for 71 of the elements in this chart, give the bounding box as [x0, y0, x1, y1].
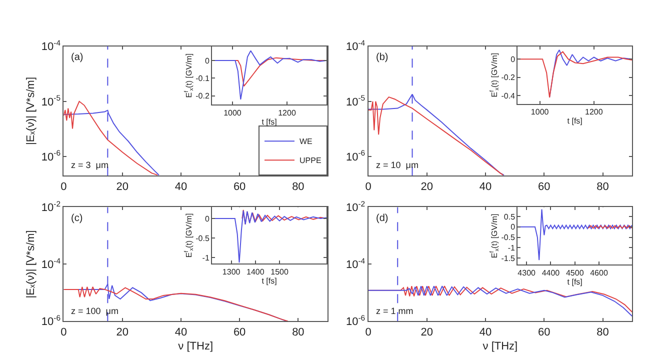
y-tick-label: -0.1 — [196, 74, 210, 83]
x-tick-label: 20 — [116, 180, 128, 193]
y-tick-label: 10$^{-4}$ — [346, 38, 366, 54]
y-tick-label: 10$^{-6}$ — [41, 313, 61, 328]
annotation: z = 10 μm — [376, 160, 418, 170]
y-tick-label: 0 — [204, 214, 210, 224]
y-tick-label: 0 — [510, 222, 516, 232]
y-tick-label: 10$^{-5}$ — [41, 94, 61, 108]
x-tick-label: 60 — [538, 326, 550, 338]
annotation: z = 3 μm — [71, 160, 108, 170]
legend-label: UPPE — [300, 156, 322, 166]
x-tick-label: 20 — [420, 180, 434, 193]
y-tick-label: -0.4 — [501, 91, 516, 100]
x-axis-title: t [fs] — [262, 276, 277, 286]
y-axis-title: |Eₓ(ν)| [V*s/m] — [25, 230, 38, 298]
x-tick-label: 1300 — [222, 267, 241, 276]
y-tick-label: 10$^{-6}$ — [41, 148, 61, 164]
x-tick-label: 80 — [596, 180, 609, 193]
x-tick-label: 1500 — [270, 267, 289, 276]
y-tick-label: -0.2 — [196, 92, 210, 101]
y-tick-label: 10$^{-5}$ — [346, 94, 366, 108]
x-tick-label: 80 — [292, 326, 304, 338]
y-tick-label: -0.5 — [501, 233, 516, 242]
x-axis-title: t [fs] — [262, 117, 277, 126]
x-tick-label: 80 — [596, 326, 609, 338]
x-tick-label: 4300 — [518, 268, 536, 278]
annotation: (b) — [376, 52, 388, 63]
x-tick-label: 1400 — [246, 267, 265, 276]
y-tick-label: 0 — [204, 56, 210, 66]
x-tick-label: 4600 — [590, 268, 608, 278]
y-tick-label: 10$^{-4}$ — [346, 256, 366, 272]
y-tick-label: -1 — [202, 253, 210, 262]
y-tick-label: -1 — [508, 243, 516, 252]
x-tick-label: 1000 — [530, 107, 550, 116]
x-tick-label: 60 — [233, 180, 246, 193]
y-tick-label: 10$^{-2}$ — [41, 199, 61, 214]
x-tick-label: 60 — [538, 180, 550, 193]
y-tick-label: 10$^{-4}$ — [41, 256, 62, 272]
x-tick-label: 1200 — [278, 108, 296, 118]
x-tick-label: 40 — [174, 326, 188, 338]
annotation: z = 100 μm — [71, 306, 118, 316]
x-tick-label: 20 — [420, 326, 434, 338]
x-tick-label: 1000 — [224, 108, 242, 118]
y-tick-label: 0.5 — [504, 212, 516, 222]
y-tick-label: 10$^{-6}$ — [346, 148, 366, 164]
annotation: (a) — [71, 52, 84, 63]
annotation: z = 1 mm — [376, 306, 414, 316]
y-tick-label: -0.5 — [196, 234, 210, 243]
y-tick-label: 0 — [510, 54, 516, 64]
annotation: (d) — [376, 213, 388, 224]
x-tick-label: 4400 — [542, 268, 560, 278]
y-tick-label: 10$^{-2}$ — [346, 199, 366, 214]
y-tick-label: 10$^{-6}$ — [346, 313, 366, 328]
x-axis-title: ν [THz] — [178, 340, 214, 353]
y-axis-title: |Eₓ(ν)| [V*s/m] — [25, 76, 38, 145]
y-tick-label: -0.2 — [501, 73, 516, 82]
x-axis-title: ν [THz] — [482, 340, 518, 353]
x-tick-label: 40 — [479, 326, 492, 338]
x-tick-label: 4500 — [566, 268, 584, 278]
x-tick-label: 40 — [479, 180, 492, 193]
y-tick-label: -1.5 — [501, 254, 516, 263]
y-tick-label: 10$^{-4}$ — [41, 38, 62, 54]
x-tick-label: 20 — [116, 326, 128, 338]
x-tick-label: 1200 — [585, 107, 604, 116]
x-axis-title: t [fs] — [567, 277, 582, 286]
x-tick-label: 40 — [174, 180, 188, 193]
x-tick-label: 80 — [292, 180, 304, 193]
annotation: (c) — [71, 213, 83, 224]
x-tick-label: 60 — [233, 326, 246, 338]
x-axis-title: t [fs] — [567, 116, 582, 126]
legend-label: WE — [300, 137, 312, 146]
